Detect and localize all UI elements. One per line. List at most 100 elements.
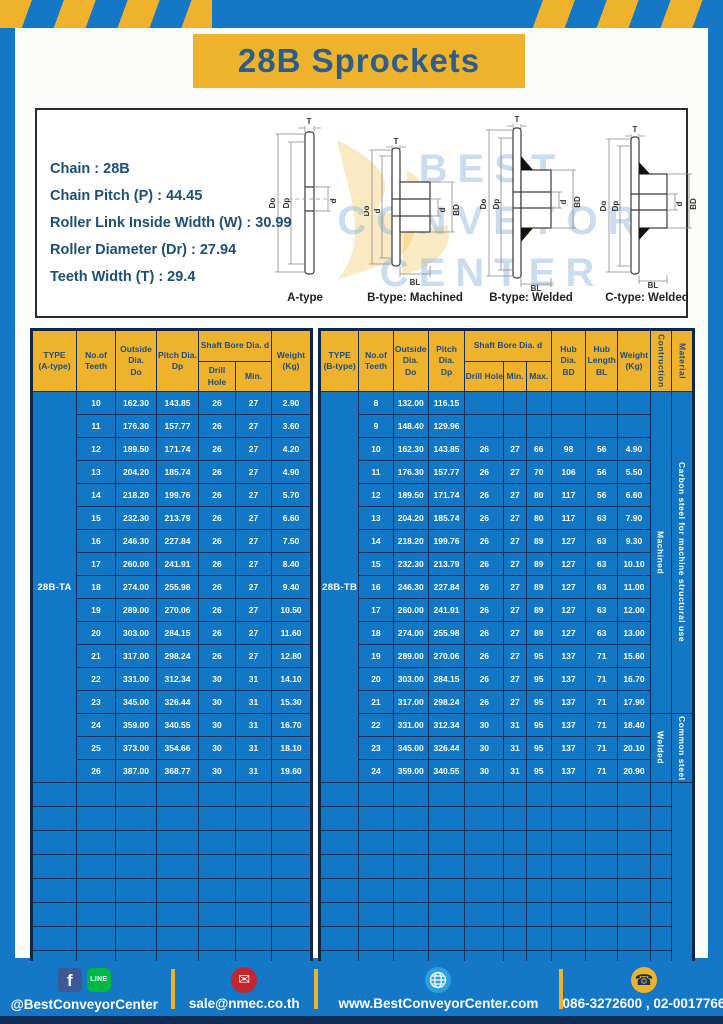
table-cell: 16.70 (271, 713, 313, 737)
table-cell: 27 (234, 506, 273, 530)
table-cell (550, 782, 587, 807)
table-cell (76, 806, 116, 831)
table-cell (198, 806, 236, 831)
empty-table-row (318, 926, 694, 951)
table-cell: 127 (550, 529, 587, 553)
table-cell: 17.90 (617, 690, 651, 714)
table-cell: 26 (464, 483, 505, 507)
col-header-max: Max. (525, 361, 552, 392)
table-cell: 30 (464, 713, 505, 737)
col-header-type: TYPE (A-type) (31, 329, 77, 392)
hazard-stripes-right (511, 0, 723, 28)
table-cell: 340.55 (427, 759, 466, 783)
table-cell: 27 (503, 690, 527, 714)
table-cell: 13 (358, 506, 394, 530)
table-cell: 317.00 (115, 644, 157, 668)
b-type-spec-table: TYPE (B-type) No.of Teeth Outside Dia. D… (318, 328, 695, 977)
table-cell: 27 (503, 575, 527, 599)
table-cell: 63 (585, 575, 619, 599)
table-cell: 10 (358, 437, 394, 461)
table-cell (427, 830, 466, 855)
table-cell: 95 (525, 644, 552, 668)
table-cell: 368.77 (156, 759, 199, 783)
table-cell (585, 926, 619, 951)
table-cell: 137 (550, 713, 587, 737)
spec-roller-dia: Roller Diameter (Dr) : 27.94 (50, 242, 237, 258)
table-cell: 11.00 (617, 575, 651, 599)
table-cell: 89 (525, 529, 552, 553)
table-cell (115, 830, 157, 855)
title-banner: 28B Sprockets (193, 34, 525, 88)
table-cell: 30 (464, 759, 505, 783)
footer-email: ✉ sale@nmec.co.th (177, 966, 312, 1011)
table-cell (392, 854, 429, 879)
table-cell: 20 (76, 621, 116, 645)
table-cell: 232.30 (392, 552, 429, 576)
table-row: 15 232.30 213.79 26 27 89 127 63 10.10 (320, 552, 694, 576)
table-cell: 27 (234, 437, 273, 461)
table-cell (649, 830, 672, 855)
table-cell (525, 782, 552, 807)
table-cell (525, 854, 552, 879)
table-row: 17 260.00 241.91 26 27 8.40 (32, 552, 313, 576)
table-cell: 331.00 (392, 713, 429, 737)
table-cell: 63 (585, 506, 619, 530)
col-header-pitch-dia: Pitch Dia. Dp (156, 329, 199, 392)
table-cell (585, 782, 619, 807)
table-cell (31, 926, 77, 951)
table-cell: 284.15 (156, 621, 199, 645)
col-header-teeth: No.of Teeth (76, 329, 116, 392)
construction-cell: Machined (649, 391, 672, 714)
table-cell (525, 391, 552, 415)
col-header-material: Material (670, 329, 695, 392)
table-cell: 27 (503, 483, 527, 507)
hazard-stripe-bar (0, 0, 723, 28)
svg-text:T: T (394, 137, 399, 146)
table-cell (31, 902, 77, 927)
table-cell: 331.00 (115, 667, 157, 691)
table-cell (585, 878, 619, 903)
empty-table-row (318, 806, 694, 831)
table-row: 24 359.00 340.55 30 31 16.70 (32, 713, 313, 737)
table-cell (649, 902, 672, 927)
table-cell: 24 (358, 759, 394, 783)
table-cell (503, 902, 527, 927)
table-cell: 23 (358, 736, 394, 760)
table-cell: 6.60 (271, 506, 313, 530)
table-row: 26 387.00 368.77 30 31 19.60 (32, 759, 313, 783)
table-cell: 27 (503, 460, 527, 484)
sprocket-diagram-b-welded: T Do Dp d BD BL (477, 114, 585, 297)
table-cell: 27 (503, 598, 527, 622)
table-cell: 289.00 (392, 644, 429, 668)
empty-table-row (31, 926, 313, 951)
table-cell: 298.24 (427, 690, 466, 714)
table-cell (115, 878, 157, 903)
table-cell (392, 926, 429, 951)
col-header-type: TYPE (B-type) (318, 329, 360, 392)
table-cell (198, 926, 236, 951)
table-cell (234, 830, 273, 855)
table-cell: 15 (76, 506, 116, 530)
table-cell: 106 (550, 460, 587, 484)
table-cell: 16.70 (617, 667, 651, 691)
table-cell: 204.20 (115, 460, 157, 484)
table-cell (550, 391, 587, 415)
table-cell: 7.50 (271, 529, 313, 553)
table-cell (31, 830, 77, 855)
spec-roller-width: Roller Link Inside Width (W) : 30.99 (50, 215, 292, 231)
table-cell: 21 (358, 690, 394, 714)
table-cell (156, 878, 199, 903)
table-cell: 12.00 (617, 598, 651, 622)
spec-pitch: Chain Pitch (P) : 44.45 (50, 188, 203, 204)
table-cell (271, 782, 313, 807)
table-cell: 70 (525, 460, 552, 484)
table-cell: 27 (234, 644, 273, 668)
table-cell: 176.30 (392, 460, 429, 484)
table-cell (115, 902, 157, 927)
table-cell: 26 (464, 437, 505, 461)
email-icon: ✉ (231, 966, 258, 993)
table-cell: 21 (76, 644, 116, 668)
table-cell (156, 830, 199, 855)
table-cell: 26 (198, 621, 236, 645)
svg-text:d: d (675, 201, 684, 206)
